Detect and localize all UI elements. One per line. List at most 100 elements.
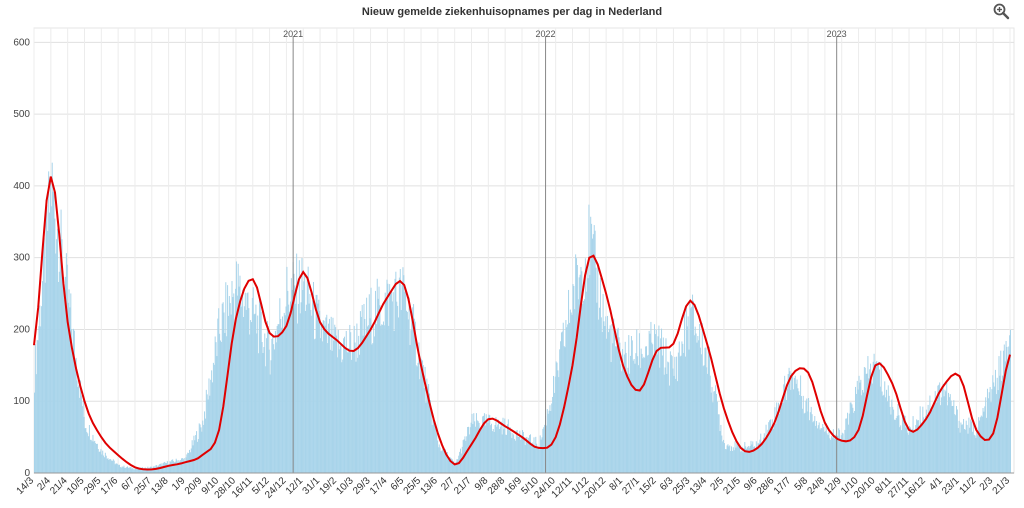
bar	[583, 299, 585, 473]
bar	[283, 312, 285, 473]
bar	[196, 431, 198, 473]
bar	[100, 449, 102, 473]
bar	[511, 437, 513, 473]
bar	[439, 447, 441, 473]
bar	[793, 377, 795, 473]
year-marker-label: 2021	[283, 29, 303, 39]
bar	[686, 326, 688, 473]
bar	[55, 253, 57, 473]
bar	[202, 420, 204, 473]
bar	[891, 399, 893, 473]
bar	[431, 424, 433, 473]
y-tick-label: 200	[13, 324, 30, 335]
bar	[829, 438, 831, 473]
bar	[319, 310, 321, 473]
bar	[43, 237, 45, 473]
bar	[993, 382, 995, 473]
bar	[835, 435, 837, 473]
bar	[498, 429, 500, 473]
bar	[157, 466, 159, 473]
bar	[926, 414, 928, 473]
bar	[501, 434, 503, 473]
chart-title: Nieuw gemelde ziekenhuisopnames per dag …	[361, 6, 663, 18]
zoom-in-icon[interactable]	[992, 2, 1010, 20]
bar	[372, 343, 374, 473]
bar	[676, 356, 678, 473]
bar	[305, 310, 307, 473]
bar	[525, 437, 527, 473]
bar	[109, 458, 111, 473]
bar	[251, 297, 253, 473]
bar	[99, 451, 101, 473]
bar	[894, 419, 896, 473]
bar	[707, 373, 709, 473]
bar	[224, 332, 226, 473]
bar	[103, 457, 105, 473]
bar	[376, 278, 378, 473]
bar	[101, 454, 103, 473]
bar	[404, 291, 406, 473]
bar	[412, 307, 414, 473]
bar	[460, 453, 462, 473]
bar	[167, 464, 169, 473]
bar	[75, 357, 77, 473]
bar	[265, 366, 267, 473]
bar	[699, 324, 701, 473]
bar	[949, 394, 951, 473]
bar	[217, 318, 219, 473]
bar	[111, 460, 113, 473]
bar	[866, 373, 868, 473]
x-tick-label: 10/5	[65, 475, 87, 497]
x-tick-label: 21/3	[991, 475, 1013, 497]
bar	[872, 361, 874, 473]
bar	[668, 362, 670, 473]
bar	[921, 424, 923, 473]
bar	[56, 239, 58, 473]
bar	[605, 316, 607, 473]
bar	[57, 281, 59, 473]
bar	[453, 463, 455, 473]
bar	[695, 333, 697, 473]
bar	[320, 338, 322, 473]
bar	[182, 459, 184, 473]
bar	[785, 390, 787, 473]
bar	[110, 459, 112, 473]
bar	[924, 415, 926, 473]
bar	[336, 335, 338, 473]
bar	[832, 429, 834, 473]
bar	[49, 212, 51, 473]
bar	[700, 347, 702, 473]
bar	[131, 468, 133, 473]
x-tick-label: 11/2	[957, 475, 978, 496]
bar	[489, 415, 491, 473]
bar	[79, 397, 81, 473]
bar	[683, 352, 685, 473]
bar	[58, 271, 60, 473]
bar	[221, 303, 223, 473]
bar	[955, 406, 957, 473]
bar	[663, 374, 665, 473]
bar	[135, 468, 137, 473]
bar	[817, 425, 819, 473]
bar	[385, 299, 387, 473]
bar	[236, 295, 238, 473]
bar	[349, 324, 351, 473]
bar	[916, 419, 918, 473]
bar	[728, 446, 730, 473]
bar	[381, 324, 383, 473]
bar	[961, 424, 963, 473]
bar	[34, 344, 36, 473]
bar	[289, 301, 291, 473]
bar	[792, 376, 794, 473]
bar	[893, 409, 895, 473]
bar	[141, 467, 143, 473]
bar	[177, 462, 179, 473]
bar	[305, 304, 307, 473]
bar	[414, 321, 416, 473]
bar	[599, 307, 601, 473]
bar	[784, 375, 786, 473]
bar	[336, 357, 338, 473]
bar	[60, 209, 62, 473]
bar	[140, 468, 142, 473]
bar	[470, 422, 472, 473]
